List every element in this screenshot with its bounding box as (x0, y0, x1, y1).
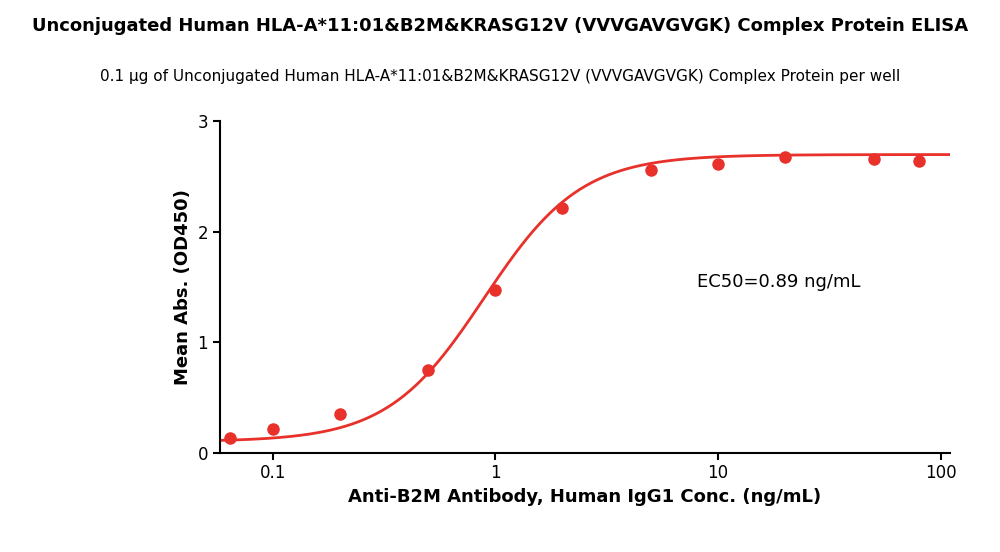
Text: 0.1 μg of Unconjugated Human HLA-A*11:01&B2M&KRASG12V (VVVGAVGVGK) Complex Prote: 0.1 μg of Unconjugated Human HLA-A*11:01… (100, 69, 900, 84)
Text: EC50=0.89 ng/mL: EC50=0.89 ng/mL (697, 273, 860, 290)
Text: Unconjugated Human HLA-A*11:01&B2M&KRASG12V (VVVGAVGVGK) Complex Protein ELISA: Unconjugated Human HLA-A*11:01&B2M&KRASG… (32, 17, 968, 35)
X-axis label: Anti-B2M Antibody, Human IgG1 Conc. (ng/mL): Anti-B2M Antibody, Human IgG1 Conc. (ng/… (348, 488, 822, 506)
Y-axis label: Mean Abs. (OD450): Mean Abs. (OD450) (174, 189, 192, 385)
